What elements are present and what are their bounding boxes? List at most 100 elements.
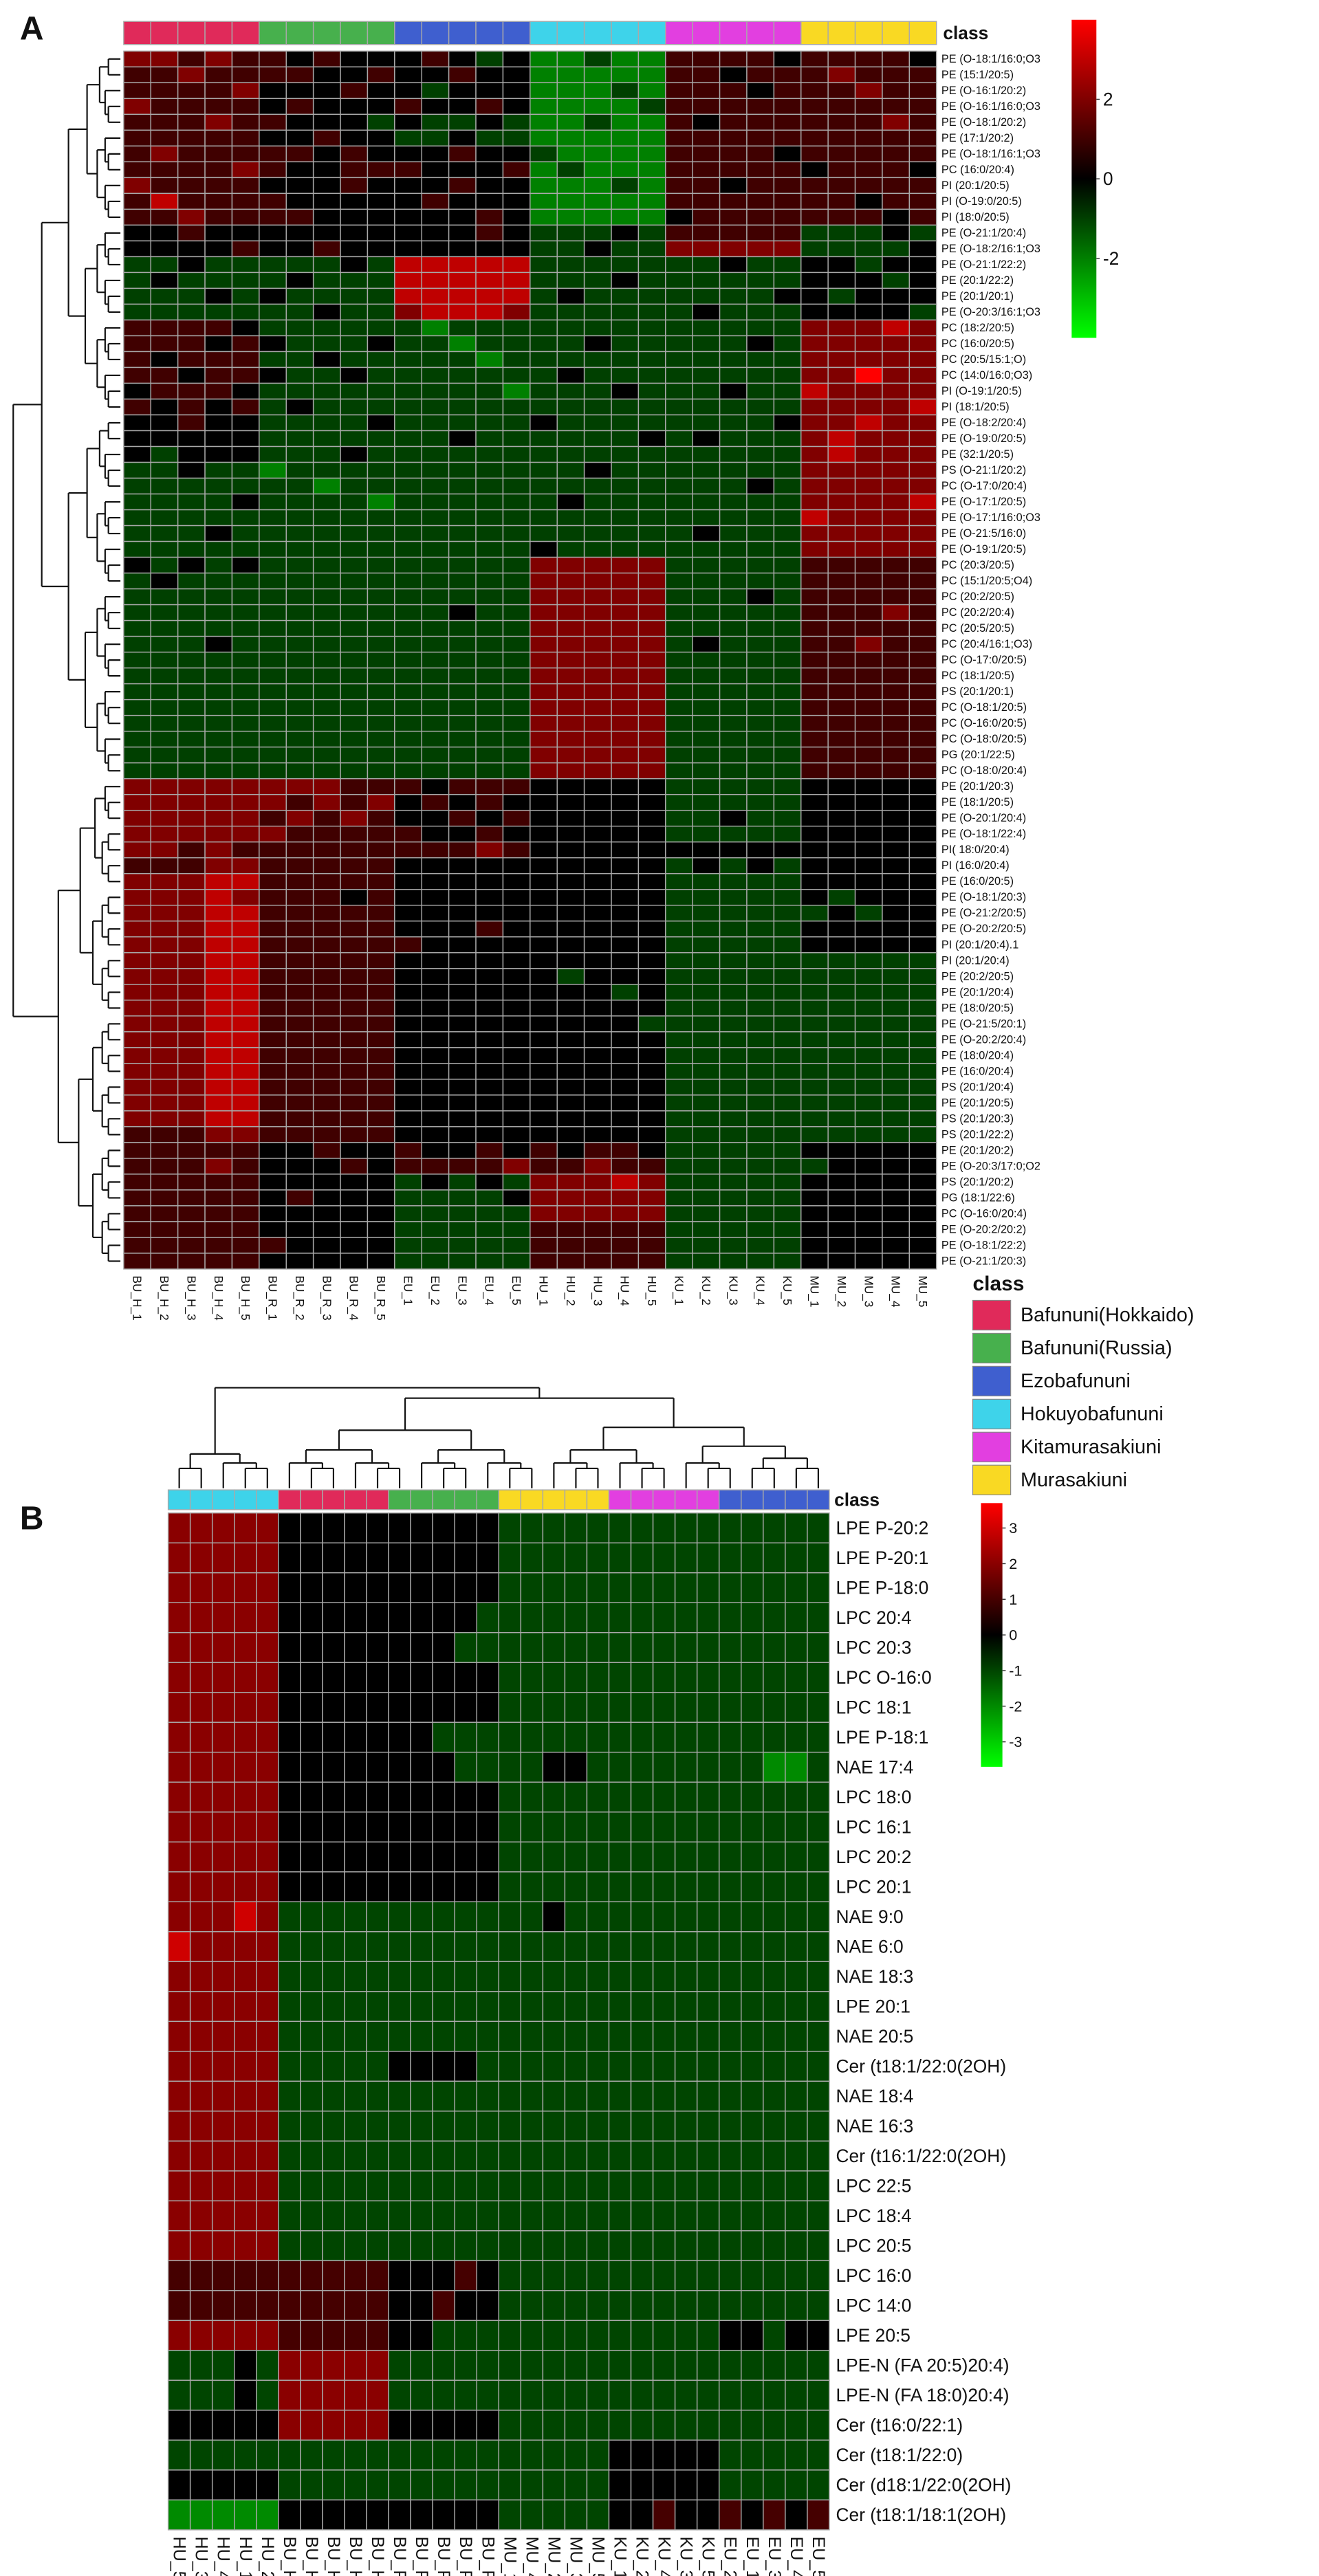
- heatmap-cell: [785, 1961, 808, 1992]
- heatmap-cell: [882, 841, 911, 859]
- heatmap-cell: [530, 889, 558, 906]
- heatmap-cell: [231, 1158, 260, 1175]
- heatmap-cell: [476, 2260, 499, 2291]
- heatmap-cell: [322, 2379, 345, 2411]
- heatmap-cell: [827, 82, 856, 100]
- heatmap-cell: [150, 1110, 179, 1127]
- heatmap-cell: [340, 1253, 369, 1270]
- heatmap-cell: [608, 1602, 632, 1633]
- heatmap-cell: [763, 2260, 786, 2291]
- heatmap-cell: [530, 66, 558, 84]
- heatmap-cell: [231, 825, 260, 843]
- heatmap-cell: [367, 113, 395, 131]
- heatmap-cell: [475, 825, 504, 843]
- heatmap-cell: [882, 50, 911, 68]
- heatmap-cell: [882, 398, 911, 416]
- heatmap-cell: [177, 1221, 206, 1238]
- heatmap-cell: [231, 1253, 260, 1270]
- heatmap-cell: [807, 1662, 830, 1693]
- heatmap-cell: [583, 1110, 612, 1127]
- row-label: LPC 16:0: [836, 2265, 912, 2286]
- heatmap-cell: [177, 113, 206, 131]
- row-label: PE (O-17:1/16:0;O3: [941, 511, 1040, 524]
- heatmap-cell: [454, 1841, 477, 1873]
- heatmap-cell: [583, 113, 612, 131]
- heatmap-cell: [882, 1126, 911, 1143]
- class-bar-cell: [564, 1489, 588, 1510]
- heatmap-cell: [312, 1031, 341, 1048]
- heatmap-cell: [854, 351, 883, 368]
- heatmap-cell: [800, 556, 829, 574]
- heatmap-cell: [773, 398, 802, 416]
- heatmap-cell: [908, 351, 937, 368]
- heatmap-cell: [608, 2499, 632, 2531]
- row-label: LPC O-16:0: [836, 1667, 932, 1688]
- heatmap-cell: [123, 224, 151, 242]
- heatmap-cell: [285, 445, 314, 463]
- heatmap-cell: [300, 2439, 323, 2471]
- column-label: BU_H_1: [280, 2536, 299, 2576]
- heatmap-cell: [454, 2021, 477, 2052]
- heatmap-cell: [719, 619, 748, 637]
- heatmap-cell: [150, 841, 179, 859]
- heatmap-cell: [211, 1542, 235, 1574]
- heatmap-cell: [692, 1015, 721, 1033]
- heatmap-cell: [763, 2200, 786, 2232]
- heatmap-cell: [773, 936, 802, 954]
- heatmap-cell: [340, 319, 369, 337]
- heatmap-cell: [394, 873, 422, 890]
- heatmap-cell: [448, 1015, 477, 1033]
- heatmap-cell: [204, 82, 233, 100]
- heatmap-cell: [583, 445, 612, 463]
- heatmap-cell: [564, 1632, 588, 1663]
- heatmap-cell: [665, 968, 693, 985]
- heatmap-cell: [234, 1721, 257, 1753]
- heatmap-cell: [741, 1512, 764, 1543]
- column-label: MU_1: [807, 1276, 821, 1308]
- heatmap-cell: [204, 477, 233, 495]
- heatmap-cell: [177, 461, 206, 479]
- heatmap-cell: [719, 161, 748, 179]
- heatmap-cell: [498, 1991, 522, 2023]
- heatmap-cell: [204, 1110, 233, 1127]
- heatmap-cell: [908, 1063, 937, 1080]
- heatmap-cell: [692, 698, 721, 716]
- heatmap-cell: [665, 1094, 693, 1112]
- heatmap-cell: [344, 2439, 367, 2471]
- heatmap-cell: [908, 208, 937, 226]
- heatmap-cell: [231, 177, 260, 195]
- heatmap-cell: [256, 1692, 279, 1723]
- heatmap-cell: [150, 588, 179, 606]
- color-bar-tick-label: 0: [1009, 1627, 1017, 1644]
- heatmap-cell: [312, 1142, 341, 1159]
- heatmap-cell: [410, 1512, 433, 1543]
- row-label: PI (O-19:1/20:5): [941, 385, 1022, 397]
- row-label: PC (16:0/20:5): [941, 338, 1014, 350]
- heatmap-cell: [167, 2140, 191, 2172]
- heatmap-cell: [692, 1189, 721, 1207]
- heatmap-cell: [652, 1961, 676, 1992]
- heatmap-cell: [502, 1205, 531, 1222]
- heatmap-cell: [665, 192, 693, 210]
- heatmap-cell: [800, 841, 829, 859]
- heatmap-cell: [556, 604, 585, 621]
- heatmap-cell: [394, 161, 422, 179]
- heatmap-cell: [763, 1662, 786, 1693]
- heatmap-cell: [177, 1253, 206, 1270]
- heatmap-cell: [908, 698, 937, 716]
- heatmap-cell: [696, 1871, 720, 1903]
- heatmap-cell: [259, 398, 287, 416]
- heatmap-cell: [204, 398, 233, 416]
- heatmap-cell: [340, 113, 369, 131]
- heatmap-cell: [785, 2290, 808, 2322]
- heatmap-cell: [746, 857, 775, 874]
- column-label: MU_1: [500, 2536, 519, 2576]
- heatmap-cell: [719, 319, 748, 337]
- heatmap-cell: [366, 1841, 389, 1873]
- heatmap-cell: [665, 1000, 693, 1017]
- heatmap-cell: [177, 1094, 206, 1112]
- heatmap-cell: [785, 1662, 808, 1693]
- heatmap-cell: [785, 1991, 808, 2023]
- heatmap-cell: [665, 714, 693, 732]
- heatmap-cell: [421, 445, 450, 463]
